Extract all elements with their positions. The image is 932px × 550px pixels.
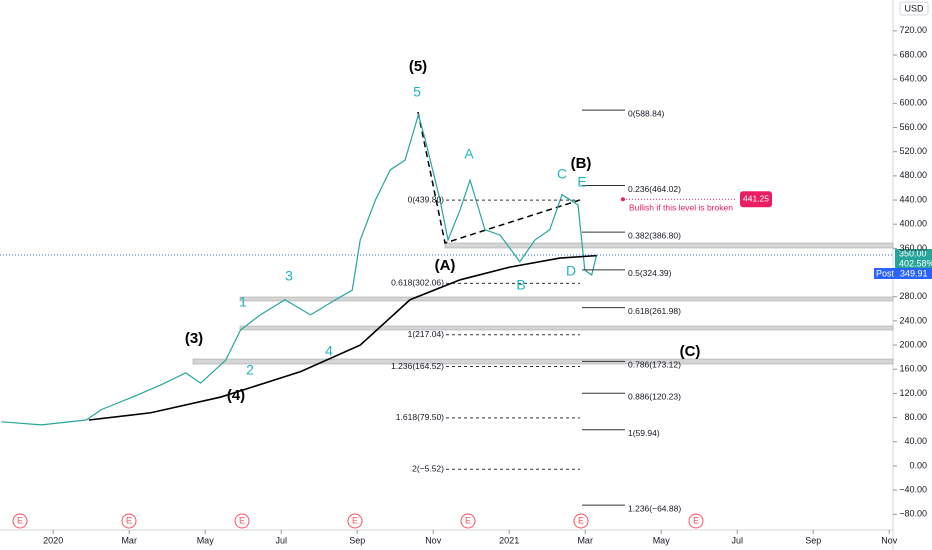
zone	[444, 242, 894, 249]
y-tick-label: 0.00	[909, 460, 927, 470]
x-tick-label: Jul	[275, 535, 287, 545]
fib-label: 0.618(302.06)	[391, 278, 444, 288]
earnings-label: E	[239, 515, 245, 525]
alert-price: 441.25	[743, 194, 769, 204]
post-label: Post	[876, 268, 895, 278]
y-tick-label: 480.00	[899, 170, 927, 180]
fib-label: 0(439.80)	[408, 194, 445, 204]
wave-label-major: (A)	[435, 257, 456, 274]
y-tick-label: −80.00	[899, 509, 927, 519]
wave-label-major: (3)	[185, 330, 203, 347]
zone	[239, 325, 894, 331]
wave-label-minor: B	[516, 277, 525, 293]
x-tick-label: Mar	[121, 535, 137, 545]
y-tick-label: 640.00	[899, 74, 927, 84]
earnings-label: E	[126, 515, 132, 525]
earnings-label: E	[693, 515, 699, 525]
y-tick-label: 440.00	[899, 194, 927, 204]
earnings-marker	[12, 513, 28, 529]
wave-label-minor: D	[566, 263, 576, 279]
fib-label: 0.618(261.98)	[628, 306, 681, 316]
x-tick-label: Sep	[805, 535, 821, 545]
earnings-marker	[121, 513, 137, 529]
x-tick-label: Nov	[881, 535, 898, 545]
fib-label: 1(217.04)	[408, 329, 445, 339]
wave-label-major: (C)	[680, 343, 701, 360]
price-line	[1, 112, 598, 426]
zone	[192, 358, 894, 365]
x-tick-label: May	[653, 535, 671, 545]
fib-label: 1(59.94)	[628, 428, 660, 438]
wave-label-major: (5)	[409, 58, 427, 75]
wave-label-minor: A	[464, 146, 474, 162]
x-tick-label: May	[197, 535, 215, 545]
zone	[239, 296, 894, 302]
post-label-box	[874, 268, 896, 279]
y-tick-label: 720.00	[899, 25, 927, 35]
wave-label-minor: 3	[285, 268, 293, 284]
y-tick-label: 560.00	[899, 122, 927, 132]
wave-label-major: (B)	[571, 155, 592, 172]
wave-label-minor: E	[577, 174, 586, 190]
x-tick-label: 2020	[43, 535, 63, 545]
currency-box	[899, 1, 929, 16]
fib-label: 0.236(464.02)	[628, 184, 681, 194]
y-tick-label: 680.00	[899, 49, 927, 59]
last-price: 350.00	[899, 248, 927, 258]
wave-label-minor: C	[557, 166, 567, 182]
post-price: 349.91	[900, 268, 928, 278]
y-tick-label: 520.00	[899, 146, 927, 156]
fib-label: 2(−5.52)	[412, 464, 444, 474]
y-tick-label: 400.00	[899, 219, 927, 229]
fib-label: 1.236(164.52)	[391, 361, 444, 371]
fib-label: 1.618(79.50)	[396, 412, 444, 422]
x-tick-label: 2021	[499, 535, 519, 545]
wave-label-minor: 1	[239, 294, 247, 310]
y-tick-label: 200.00	[899, 339, 927, 349]
earnings-marker	[688, 513, 704, 529]
alert-box	[740, 191, 772, 208]
x-tick-label: Jul	[731, 535, 743, 545]
wave-label-major: (4)	[227, 387, 245, 404]
y-tick-label: 240.00	[899, 315, 927, 325]
fib-label: 0.5(324.39)	[628, 268, 672, 278]
fib-label: 0.786(173.12)	[628, 360, 681, 370]
earnings-label: E	[578, 515, 584, 525]
earnings-label: E	[465, 515, 471, 525]
triangle-trendline	[417, 111, 581, 244]
y-tick-label: 280.00	[899, 291, 927, 301]
earnings-marker	[234, 513, 250, 529]
earnings-marker	[573, 513, 589, 529]
alert-note: Bullish if this level is broken	[629, 203, 733, 213]
earnings-marker	[460, 513, 476, 529]
y-tick-label: 600.00	[899, 98, 927, 108]
last-price-box	[895, 249, 932, 269]
wave-label-minor: 4	[325, 343, 333, 359]
y-tick-label: 40.00	[904, 436, 927, 446]
x-tick-label: Mar	[577, 535, 593, 545]
last-change: 402.58%	[899, 258, 932, 268]
y-tick-label: 120.00	[899, 388, 927, 398]
post-price-box	[896, 268, 932, 279]
earnings-label: E	[17, 515, 23, 525]
alert-dot	[621, 197, 625, 202]
currency: USD	[904, 3, 924, 13]
y-tick-label: −40.00	[899, 484, 927, 494]
wave-label-minor: 2	[246, 362, 254, 378]
y-tick-label: 80.00	[904, 412, 927, 422]
earnings-marker	[347, 513, 363, 529]
fib-label: 1.236(−64.88)	[628, 503, 681, 513]
earnings-label: E	[352, 515, 358, 525]
x-tick-label: Sep	[349, 535, 365, 545]
fib-label: 0(588.84)	[628, 108, 665, 118]
moving-average	[88, 254, 597, 421]
y-tick-label: 160.00	[899, 364, 927, 374]
y-tick-label: 360.00	[899, 243, 927, 253]
fib-label: 0.382(386.80)	[628, 230, 681, 240]
wave-label-minor: 5	[413, 84, 421, 100]
x-tick-label: Nov	[425, 535, 442, 545]
fib-label: 0.886(120.23)	[628, 392, 681, 402]
